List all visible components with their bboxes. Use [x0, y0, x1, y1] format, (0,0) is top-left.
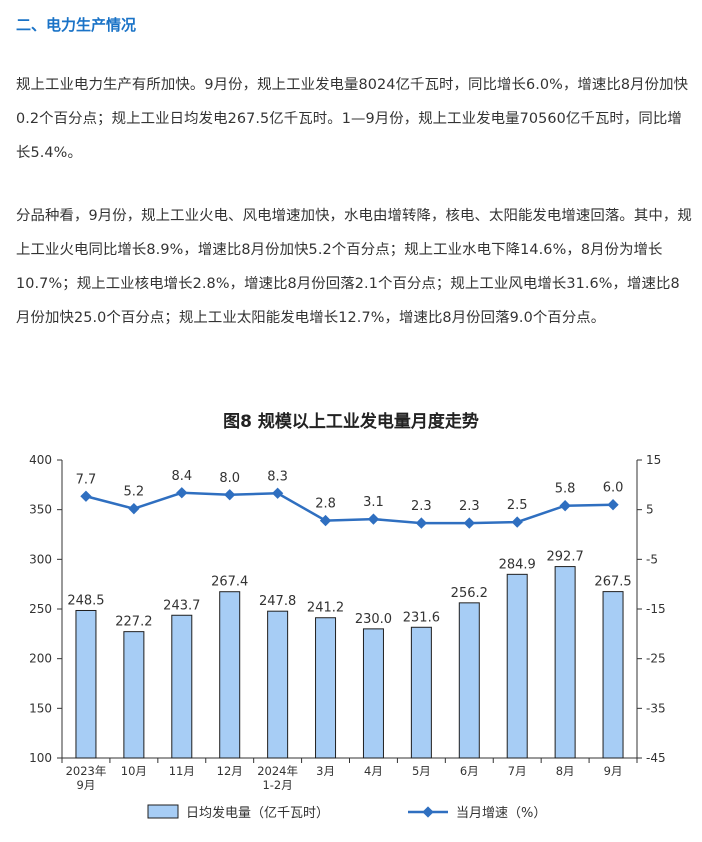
bar [315, 617, 337, 759]
x-tick-label: 9月 [604, 764, 623, 778]
growth-value-label: 5.8 [555, 482, 576, 497]
bar [75, 609, 97, 759]
growth-point [367, 513, 380, 525]
legend-bar-label: 日均发电量（亿千瓦时） [186, 805, 329, 821]
bar-value-label: 256.2 [451, 586, 488, 601]
growth-point [607, 499, 619, 511]
growth-point [559, 500, 571, 512]
y-right-tick-label: -5 [646, 552, 658, 566]
growth-point [463, 517, 475, 529]
y-right-tick-label: -25 [646, 652, 666, 666]
growth-point [224, 489, 236, 501]
y-right-tick-label: -35 [646, 701, 666, 715]
bar [602, 591, 624, 759]
x-tick-label: 6月 [460, 764, 479, 778]
growth-value-label: 8.0 [219, 471, 240, 486]
growth-value-label: 2.3 [459, 499, 480, 514]
growth-value-label: 6.0 [603, 481, 624, 496]
x-tick-label: 5月 [412, 764, 431, 778]
bar [171, 614, 193, 759]
paragraph-summary: 规上工业电力生产有所加快。9月份，规上工业发电量8024亿千瓦时，同比增长6.0… [16, 77, 689, 161]
bar-value-label: 267.5 [594, 575, 631, 590]
x-tick-label: 7月 [508, 764, 527, 778]
bar [506, 573, 528, 759]
growth-value-label: 2.3 [411, 499, 432, 514]
bar-value-label: 243.7 [163, 598, 200, 613]
x-tick-label: 3月 [316, 764, 335, 778]
growth-point [271, 487, 284, 499]
x-tick-label: 8月 [556, 764, 575, 778]
legend-bar-swatch [147, 804, 179, 819]
legend-line-marker [422, 806, 434, 818]
y-left-tick-label: 350 [29, 503, 52, 517]
bar-value-label: 267.4 [211, 575, 248, 590]
growth-point [128, 503, 140, 515]
legend-line-label: 当月增速（%） [456, 806, 546, 821]
power-generation-chart: 图8 规模以上工业发电量月度走势 100 150 200 250 300 350 400 -45… [29, 411, 666, 821]
bar-value-label: 231.6 [403, 610, 440, 625]
y-right-tick-label: 15 [646, 453, 661, 467]
y-left-tick-label: 150 [29, 701, 52, 715]
bar [219, 591, 241, 759]
bar-value-label: 292.7 [547, 550, 584, 565]
growth-value-label: 8.4 [171, 469, 192, 484]
growth-value-label: 3.1 [363, 495, 384, 510]
bar [410, 626, 432, 759]
growth-point [511, 516, 523, 528]
x-tick-label: 9月 [77, 778, 96, 792]
y-left-tick-label: 250 [29, 602, 52, 616]
section-title: 二、电力生产情况 [16, 16, 137, 34]
chart-container: 图8 规模以上工业发电量月度走势 100 150 200 250 300 350 400 -45… [0, 400, 702, 838]
y-right-tick-label: -45 [646, 751, 666, 765]
x-tick-label: 10月 [121, 764, 147, 778]
growth-value-label: 8.3 [267, 469, 288, 484]
x-tick-label: 1-2月 [262, 778, 292, 792]
y-right-tick-label: -15 [646, 602, 666, 616]
bar [362, 628, 384, 759]
growth-point [319, 514, 332, 527]
y-left-tick-label: 100 [29, 751, 52, 765]
y-right-tick-label: 5 [646, 503, 654, 517]
growth-point [80, 490, 92, 502]
bar [458, 602, 480, 759]
growth-point [176, 487, 188, 499]
bar [267, 610, 289, 759]
bar-value-label: 230.0 [355, 612, 392, 627]
x-tick-label: 2023年 [66, 764, 107, 778]
chart-title: 图8 规模以上工业发电量月度走势 [223, 411, 479, 432]
bar [554, 566, 576, 759]
bar-value-label: 247.8 [259, 594, 296, 609]
growth-value-label: 7.7 [76, 472, 97, 487]
x-tick-label: 12月 [217, 764, 243, 778]
y-left-tick-label: 400 [29, 453, 52, 467]
bar-value-label: 241.2 [307, 601, 344, 616]
bar-value-label: 227.2 [115, 615, 152, 630]
growth-value-label: 5.2 [124, 485, 145, 500]
y-left-tick-label: 300 [29, 552, 52, 566]
growth-value-label: 2.8 [315, 497, 336, 512]
x-tick-label: 4月 [364, 764, 383, 778]
growth-point [415, 517, 428, 529]
growth-line [85, 491, 614, 525]
y-left-tick-label: 200 [29, 652, 52, 666]
bar-value-label: 248.5 [67, 593, 104, 608]
x-tick-label: 2024年 [257, 764, 298, 778]
bar-value-label: 284.9 [499, 557, 536, 572]
growth-value-label: 2.5 [507, 498, 528, 513]
bar [123, 631, 145, 759]
paragraph-by-type: 分品种看，9月份，规上工业火电、风电增速加快，水电由增转降，核电、太阳能发电增速… [16, 208, 692, 326]
x-tick-label: 11月 [169, 764, 195, 778]
